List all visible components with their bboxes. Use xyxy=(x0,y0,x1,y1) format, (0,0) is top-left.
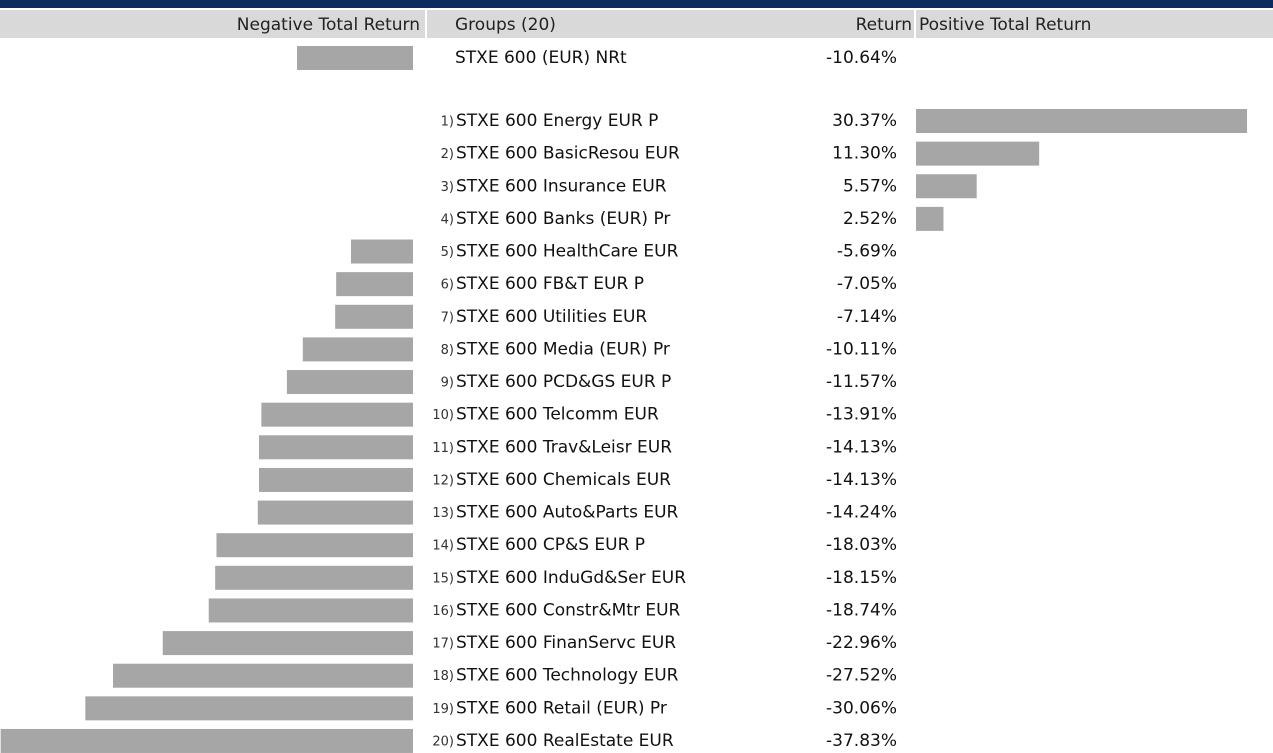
bar xyxy=(286,370,413,395)
rank: 10) xyxy=(432,408,454,423)
rank: 15) xyxy=(432,571,454,586)
return-value: -18.74% xyxy=(826,600,897,620)
bar xyxy=(350,239,413,264)
bar xyxy=(335,304,413,329)
bar xyxy=(916,141,1040,166)
bar xyxy=(216,533,413,558)
rank: 7) xyxy=(441,310,454,325)
header-return: Return xyxy=(856,15,912,35)
rank: 11) xyxy=(432,441,454,456)
return-value: 2.52% xyxy=(843,209,897,229)
rank: 6) xyxy=(441,278,454,293)
bar xyxy=(162,631,413,656)
bar xyxy=(257,500,413,525)
bar xyxy=(336,272,413,297)
rank: 8) xyxy=(441,343,454,358)
group-name: STXE 600 CP&S EUR P xyxy=(456,535,645,555)
return-value: -14.13% xyxy=(826,470,897,490)
bar xyxy=(113,663,414,688)
bar xyxy=(302,337,413,362)
rank: 20) xyxy=(432,734,454,749)
rank: 18) xyxy=(432,669,454,684)
group-name: STXE 600 Chemicals EUR xyxy=(456,470,671,490)
bar xyxy=(258,467,413,492)
bar xyxy=(261,402,413,427)
group-name: STXE 600 Telcomm EUR xyxy=(456,405,659,425)
return-value: -7.05% xyxy=(837,274,897,294)
rank: 16) xyxy=(432,604,454,619)
benchmark-name: STXE 600 (EUR) NRt xyxy=(455,48,627,68)
rank: 1) xyxy=(441,115,454,130)
rank: 3) xyxy=(441,180,454,195)
header-positive: Positive Total Return xyxy=(919,15,1091,35)
group-name: STXE 600 HealthCare EUR xyxy=(456,242,679,262)
group-name: STXE 600 Auto&Parts EUR xyxy=(456,503,679,523)
bar xyxy=(0,728,413,753)
bar xyxy=(215,565,413,590)
benchmark-return: -10.64% xyxy=(826,48,897,68)
bar xyxy=(258,435,413,460)
rank: 5) xyxy=(441,245,454,260)
group-name: STXE 600 Technology EUR xyxy=(456,666,679,686)
return-value: 30.37% xyxy=(832,111,897,131)
return-value: -30.06% xyxy=(826,698,897,718)
bar xyxy=(208,598,413,623)
group-name: STXE 600 Banks (EUR) Pr xyxy=(456,209,670,229)
return-value: -10.11% xyxy=(826,339,897,359)
group-name: STXE 600 Energy EUR P xyxy=(456,111,658,131)
return-value: 5.57% xyxy=(843,176,897,196)
return-value: -14.13% xyxy=(826,437,897,457)
group-name: STXE 600 RealEstate EUR xyxy=(456,731,674,751)
group-name: STXE 600 BasicResou EUR xyxy=(456,144,680,164)
group-name: STXE 600 Insurance EUR xyxy=(456,176,667,196)
return-value: -5.69% xyxy=(837,242,897,262)
return-value: -22.96% xyxy=(826,633,897,653)
group-name: STXE 600 FB&T EUR P xyxy=(456,274,644,294)
group-name: STXE 600 FinanServc EUR xyxy=(456,633,676,653)
header-negative: Negative Total Return xyxy=(237,15,420,35)
return-value: -7.14% xyxy=(837,307,897,327)
rank: 13) xyxy=(432,506,454,521)
rank: 4) xyxy=(441,212,454,227)
top-bar xyxy=(0,0,1273,8)
return-value: -13.91% xyxy=(826,405,897,425)
group-name: STXE 600 Trav&Leisr EUR xyxy=(456,437,672,457)
rank: 17) xyxy=(432,637,454,652)
bar xyxy=(85,696,413,721)
bar xyxy=(916,206,944,231)
group-name: STXE 600 InduGd&Ser EUR xyxy=(456,568,686,588)
rank: 12) xyxy=(432,473,454,488)
return-value: -18.03% xyxy=(826,535,897,555)
return-value: -18.15% xyxy=(826,568,897,588)
rank: 2) xyxy=(441,147,454,162)
header-groups: Groups (20) xyxy=(455,15,556,35)
group-name: STXE 600 PCD&GS EUR P xyxy=(456,372,671,392)
bar xyxy=(916,109,1248,133)
return-value: -27.52% xyxy=(826,666,897,686)
group-name: STXE 600 Constr&Mtr EUR xyxy=(456,600,681,620)
group-name: STXE 600 Retail (EUR) Pr xyxy=(456,698,667,718)
group-name: STXE 600 Utilities EUR xyxy=(456,307,647,327)
rank: 9) xyxy=(441,376,454,391)
return-value: -37.83% xyxy=(826,731,897,751)
return-value: 11.30% xyxy=(832,144,897,164)
bar xyxy=(297,46,413,70)
return-value: -11.57% xyxy=(826,372,897,392)
rank: 19) xyxy=(432,702,454,717)
return-value: -14.24% xyxy=(826,503,897,523)
group-name: STXE 600 Media (EUR) Pr xyxy=(456,339,670,359)
bar xyxy=(916,174,977,199)
header-row xyxy=(0,10,1273,38)
rank: 14) xyxy=(432,539,454,554)
